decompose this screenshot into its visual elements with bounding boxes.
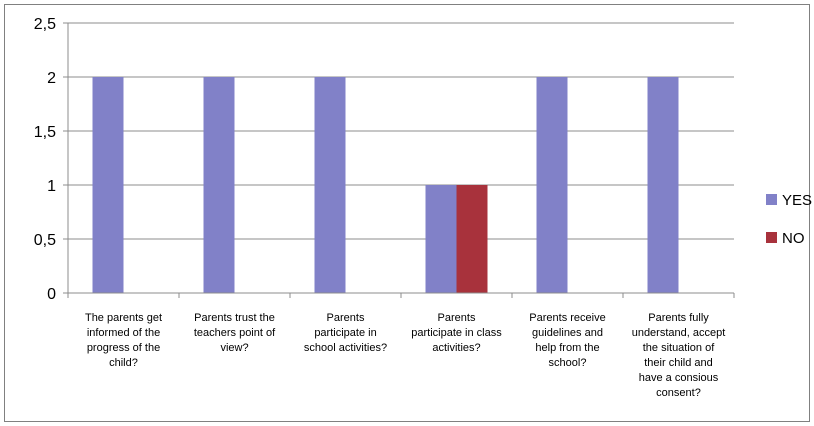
y-tick-label: 0 <box>47 286 56 303</box>
x-category-labels: The parents get informed of the progress o… <box>85 312 725 399</box>
bar-no-3 <box>456 185 488 293</box>
x-category-label: Parents trust the teachers point of view? <box>194 312 276 354</box>
y-tick-label: 1,5 <box>34 124 56 141</box>
gridlines <box>68 22 734 240</box>
axes <box>63 22 735 298</box>
bar-yes-1 <box>203 77 235 293</box>
x-category-label: The parents get informed of the progress o… <box>85 312 162 369</box>
bars <box>92 77 679 293</box>
y-tick-labels: 0 0,5 1 1,5 2 2,5 <box>34 16 56 303</box>
y-tick-label: 0,5 <box>34 232 56 249</box>
legend-swatch-yes <box>766 194 777 205</box>
legend-swatch-no <box>766 232 777 243</box>
legend: YES NO <box>766 192 812 247</box>
bar-yes-0 <box>92 77 124 293</box>
legend-label-no: NO <box>782 230 805 247</box>
bar-yes-4 <box>536 77 568 293</box>
bar-yes-2 <box>314 77 346 293</box>
y-tick-label: 1 <box>47 178 56 195</box>
x-category-label: Parents participate in school activities? <box>304 312 387 354</box>
x-category-label: Parents participate in class activities? <box>411 312 502 354</box>
bar-yes-5 <box>647 77 679 293</box>
y-tick-label: 2 <box>47 70 56 87</box>
bar-yes-3 <box>425 185 457 293</box>
x-category-label: Parents receive guidelines and help from t… <box>529 312 605 369</box>
y-tick-label: 2,5 <box>34 16 56 33</box>
legend-label-yes: YES <box>782 192 812 209</box>
x-category-label: Parents fully understand, accept the situa… <box>632 312 726 399</box>
